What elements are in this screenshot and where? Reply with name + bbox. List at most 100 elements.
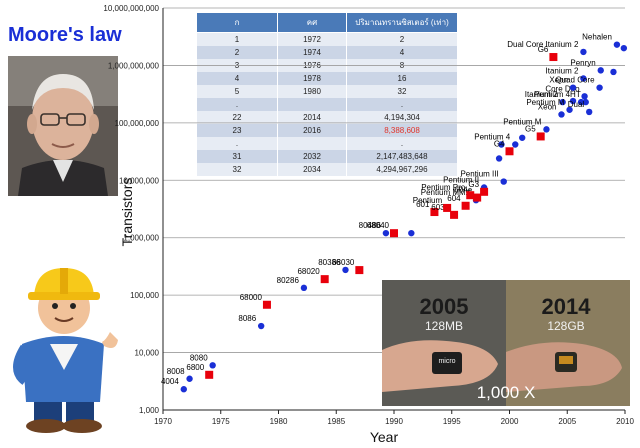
table-cell: 1972	[277, 32, 347, 46]
data-point	[342, 266, 349, 274]
table-cell: 22	[196, 111, 278, 124]
table-cell: .	[196, 98, 278, 111]
photo-card-label: micro	[438, 358, 455, 365]
data-label: Penryn	[570, 58, 595, 67]
data-label: Itanium 2	[546, 67, 579, 76]
data-label: Nehalen	[582, 33, 612, 42]
data-point	[257, 322, 265, 330]
table-cell: 1978	[277, 72, 347, 85]
moore-table: ก คศ ปริมาณทรานซิสเตอร์ (เท่า) 1 1972 2 2 19…	[196, 12, 458, 176]
data-point	[596, 84, 603, 91]
data-point	[582, 98, 589, 106]
table-cell: 32	[196, 163, 278, 176]
table-row: 2 1974 4	[196, 46, 458, 59]
y-tick-label: 1,000,000,000	[108, 61, 160, 70]
data-point	[262, 300, 271, 309]
table-body: 1 1972 2 2 1974 4 3 1976 8 4 1978 16 5 1980 32.. 22 2014…	[196, 32, 458, 176]
data-label: Pentium M	[503, 117, 542, 126]
table-row: 22 2014 4,194,304	[196, 111, 458, 124]
data-label: G6	[538, 45, 549, 54]
data-point	[569, 84, 577, 91]
data-label: Xeon	[538, 102, 557, 111]
data-label: Itanium 2	[525, 90, 558, 99]
table-cell: 5	[196, 85, 278, 98]
y-tick-label: 100,000,000	[115, 119, 160, 128]
y-axis-title: Transistors	[119, 178, 135, 247]
data-label: Xeon	[549, 76, 568, 85]
y-tick-label: 1,000	[139, 406, 160, 415]
data-point	[566, 106, 573, 113]
table-cell: 2,147,483,648	[346, 150, 458, 163]
data-point	[300, 284, 308, 292]
data-label: G4	[494, 139, 505, 148]
data-point	[443, 203, 452, 212]
data-label: 80386	[318, 258, 341, 267]
data-label: Core Duo	[545, 84, 580, 93]
data-label: Pentium 4	[474, 132, 511, 141]
data-label: 604	[447, 194, 461, 203]
data-point	[613, 41, 621, 48]
y-tick-label: 10,000	[135, 349, 160, 358]
data-label: 601	[416, 200, 430, 209]
data-label: 604e	[454, 186, 472, 195]
worker-cartoon	[13, 268, 118, 433]
data-label: 4004	[161, 377, 179, 386]
data-point	[580, 75, 587, 82]
data-point	[549, 53, 558, 62]
table-cell: 1	[196, 32, 278, 46]
table-header-cell: คศ	[277, 12, 347, 33]
photo-multiplier: 1,000 X	[477, 383, 536, 402]
data-point	[205, 370, 214, 379]
table-row: 32 2034 4,294,967,296	[196, 163, 458, 176]
data-point	[585, 108, 593, 116]
table-cell: 23	[196, 124, 278, 137]
data-label: 68040	[367, 221, 390, 230]
data-point	[500, 178, 507, 185]
data-point	[536, 132, 545, 141]
table-header-row: ก คศ ปริมาณทรานซิสเตอร์ (เท่า)	[196, 12, 458, 33]
data-point	[450, 210, 459, 219]
data-point	[495, 155, 503, 162]
data-label: 6800	[186, 363, 204, 372]
table-cell: 4,194,304	[346, 111, 458, 124]
x-tick-label: 2010	[616, 417, 634, 426]
table-header-cell: ปริมาณทรานซิสเตอร์ (เท่า)	[346, 12, 458, 33]
data-point	[480, 187, 489, 196]
data-label: G5	[525, 124, 536, 133]
data-point	[430, 208, 439, 217]
x-tick-label: 1975	[212, 417, 230, 426]
data-point	[581, 93, 588, 100]
table-cell	[277, 98, 347, 111]
y-tick-label: 10,000,000,000	[103, 4, 159, 13]
y-tick-label: 1,000,000	[123, 234, 159, 243]
data-point	[355, 266, 364, 275]
data-label: 80286	[277, 276, 300, 285]
table-row: 5 1980 32	[196, 85, 458, 98]
table-cell: 2016	[277, 124, 347, 137]
data-label: Pentium III	[460, 170, 498, 179]
data-point	[519, 134, 526, 141]
data-label: Dual Core Itanium 2	[507, 40, 579, 49]
y-tick-label: 100,000	[130, 291, 159, 300]
data-point	[505, 147, 514, 156]
data-point	[320, 275, 329, 284]
data-point	[569, 97, 577, 105]
data-point	[620, 44, 628, 52]
table-row: ..	[196, 137, 458, 150]
data-label: 603e	[431, 203, 449, 212]
table-cell: 4	[346, 46, 458, 59]
data-point	[209, 362, 216, 369]
table-cell	[277, 137, 347, 150]
table-cell: 1980	[277, 85, 347, 98]
data-point	[186, 375, 193, 382]
x-tick-label: 1995	[443, 417, 461, 426]
x-tick-label: 2000	[501, 417, 519, 426]
data-label: Pentium 4HT	[534, 90, 581, 99]
table-cell: 2034	[277, 163, 347, 176]
photo-size-left: 128MB	[425, 319, 463, 333]
data-label: 8086	[238, 314, 256, 323]
table-row: 4 1978 16	[196, 72, 458, 85]
table-row: 1 1972 2	[196, 32, 458, 46]
